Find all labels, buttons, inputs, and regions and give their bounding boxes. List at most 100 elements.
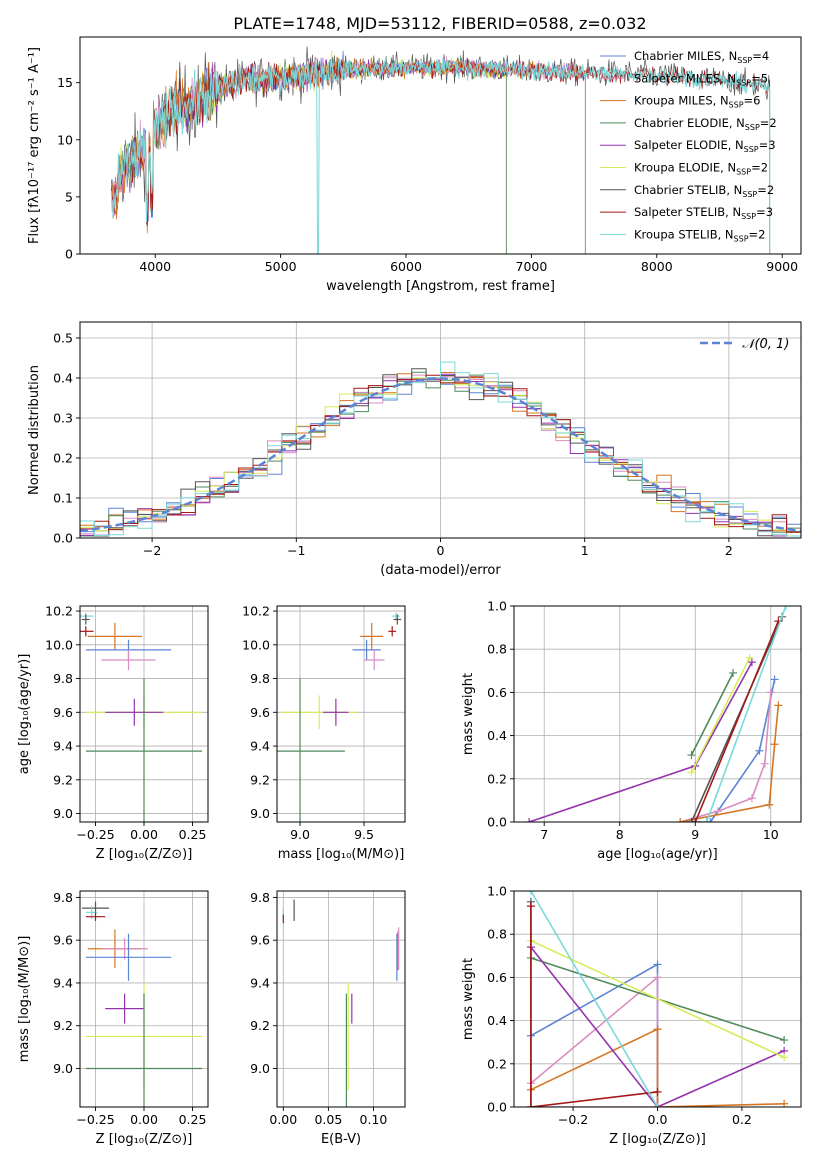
weight-marker (780, 1099, 789, 1107)
error-bar-point (105, 993, 144, 1024)
chart-mass-weight-vs-age: 7 8 9 10 0.0 0.2 0.4 0.6 0.8 1.0 age [log₁₀(age/yr… (461, 599, 802, 862)
plot-area-age-vs-mass (277, 612, 402, 822)
weight-marker (770, 740, 779, 749)
error-bar-point (87, 622, 143, 650)
weight-marker (747, 658, 756, 667)
x-tick-label: 10 (763, 827, 779, 842)
error-bar-point (80, 626, 94, 637)
x-tick-label: 0.10 (360, 1112, 388, 1127)
x-tick-label: 9.5 (354, 827, 374, 842)
chart-mass-weight-vs-Z: −0.2 0.0 0.2 0.0 0.2 0.4 0.6 0.8 1.0 Z [log₁₀(Z/Z… (461, 884, 802, 1147)
weight-marker (653, 960, 662, 969)
chart-age-vs-mass: 9.0 9.5 9.0 9.2 9.4 9.6 9.8 10.0 10.2 mass [log₁₀… (242, 604, 406, 862)
y-tick-label: 0.2 (53, 451, 73, 466)
weight-line (680, 705, 780, 822)
y-tick-label: 9.8 (53, 671, 73, 686)
y-tick-label: 9.6 (53, 933, 73, 948)
y-tick-label: 9.0 (250, 806, 270, 821)
weight-line (530, 891, 659, 1107)
y-tick-label: 10.2 (242, 604, 270, 619)
chart-mass-vs-Z: −0.25 0.00 0.25 9.0 9.2 9.4 9.6 9.8 Z [log₁₀(Z/Z… (17, 890, 209, 1147)
x-tick-label: 0.00 (269, 1112, 297, 1127)
x-tick-label: 4000 (139, 259, 171, 274)
x-tick-label: −0.25 (76, 1112, 114, 1127)
y-tick-label: 0.0 (53, 531, 73, 546)
x-tick-label: 9000 (766, 259, 798, 274)
y-tick-label: 9.6 (53, 705, 73, 720)
y-tick-label: 9.2 (250, 772, 270, 787)
weight-line (530, 906, 658, 1107)
error-bar-point (101, 938, 148, 960)
error-bar-point (85, 912, 106, 921)
axes-frame (276, 890, 406, 1108)
x-axis-label: mass [log₁₀(M/M⊙)] (278, 847, 405, 862)
error-bar-point (392, 612, 400, 620)
weight-line (528, 661, 753, 822)
weight-marker (687, 818, 696, 822)
weight-marker (653, 973, 662, 982)
y-tick-label: 9.8 (53, 890, 73, 905)
y-tick-label: 9.4 (250, 739, 270, 754)
x-tick-label: 7 (540, 827, 548, 842)
y-tick-label: 10.0 (45, 637, 73, 652)
y-tick-label: 9.4 (250, 975, 270, 990)
weight-line (694, 620, 780, 822)
y-tick-label: 0.2 (487, 1056, 507, 1071)
y-tick-label: 10.2 (45, 604, 73, 619)
y-tick-label: 0.4 (487, 1013, 507, 1028)
y-axis-label: mass weight (461, 958, 476, 1040)
x-tick-label: 8000 (641, 259, 673, 274)
x-axis-label: wavelength [Angstrom, rest frame] (326, 279, 555, 294)
x-tick-label: 0.2 (732, 1112, 752, 1127)
legend-entry: Salpeter ELODIE, NSSP=3 (634, 138, 776, 154)
weight-marker (780, 1053, 789, 1062)
y-axis-label: mass weight (461, 673, 476, 755)
plot-area-mass-weight-vs-Z (526, 891, 789, 1107)
error-bar-point (85, 993, 203, 1107)
x-tick-label: 7000 (516, 259, 548, 274)
x-axis-label: age [log₁₀(age/yr)] (597, 847, 718, 862)
legend-entry: Chabrier STELIB, NSSP=2 (634, 183, 774, 199)
y-tick-label: 9.6 (250, 705, 270, 720)
weight-marker (526, 1103, 535, 1107)
weight-line (530, 975, 659, 1107)
weight-marker (729, 668, 738, 677)
y-tick-label: 10 (57, 132, 73, 147)
y-tick-label: 0.5 (53, 331, 73, 346)
y-tick-label: 0.3 (53, 411, 73, 426)
x-tick-label: 0.00 (130, 827, 158, 842)
x-axis-label: Z [log₁₀(Z/Z⊙)] (96, 1132, 193, 1147)
x-tick-label: 0.25 (179, 1112, 207, 1127)
x-tick-label: 9.0 (290, 827, 310, 842)
y-tick-label: 9.6 (250, 933, 270, 948)
weight-marker (526, 891, 535, 895)
plot-area-residuals (80, 361, 801, 538)
x-tick-label: 0.25 (179, 827, 207, 842)
weight-marker (702, 818, 711, 822)
x-tick-label: −1 (287, 543, 305, 558)
chart-residuals: −2 −1 0 1 2 0.0 0.1 0.2 0.3 0.4 0.5 (data-model)/er… (27, 321, 802, 578)
x-tick-label: −2 (143, 543, 161, 558)
legend-entry: Kroupa ELODIE, NSSP=2 (634, 161, 768, 177)
error-bar-point (85, 678, 203, 822)
y-tick-label: 0.6 (487, 970, 507, 985)
weight-marker (687, 751, 696, 760)
x-tick-label: 0 (437, 543, 445, 558)
error-bar-point (364, 649, 385, 671)
y-tick-label: 0.1 (53, 491, 73, 506)
weight-marker (706, 818, 715, 822)
spectrum-line (110, 57, 771, 254)
legend-entry: Salpeter STELIB, NSSP=3 (634, 205, 773, 221)
error-bar-point (85, 933, 172, 981)
weight-line (690, 672, 734, 756)
x-tick-label: 0.05 (314, 1112, 342, 1127)
x-tick-label: 8 (616, 827, 624, 842)
weight-line (530, 1027, 785, 1107)
legend-entry: Kroupa STELIB, NSSP=2 (634, 227, 765, 243)
weight-line (530, 939, 785, 1059)
x-tick-label: 0.0 (648, 1112, 668, 1127)
y-tick-label: 9.2 (250, 1018, 270, 1033)
y-tick-label: 9.0 (53, 1061, 73, 1076)
y-tick-label: 0 (65, 247, 73, 262)
